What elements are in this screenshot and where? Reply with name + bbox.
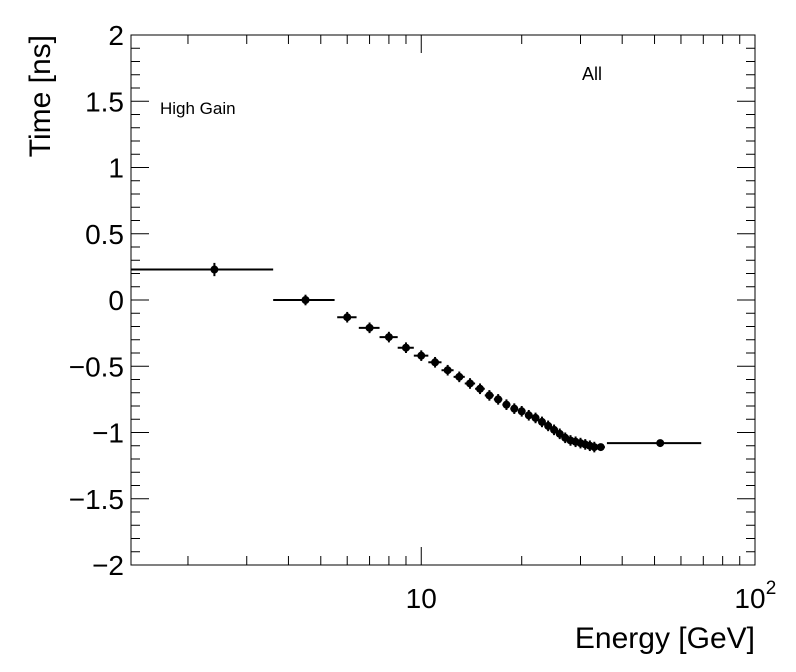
data-point — [590, 441, 599, 453]
y-tick-label: 0 — [108, 285, 124, 316]
data-point — [337, 311, 357, 323]
data-point — [524, 409, 533, 421]
data-point — [537, 416, 546, 428]
y-tick-label: 2 — [108, 20, 124, 51]
y-tick-label: 1 — [108, 153, 124, 184]
data-point — [502, 399, 511, 410]
marker — [365, 323, 374, 332]
data-point — [517, 406, 526, 417]
y-tick-label: −0.5 — [69, 351, 124, 382]
data-point — [273, 294, 335, 306]
marker — [301, 296, 310, 304]
y-tick-labels: 2 1.5 1 0.5 0 −0.5 −1 −1.5 −2 — [69, 20, 124, 581]
annotation-all: All — [582, 64, 602, 84]
ticks-layer — [131, 34, 756, 566]
data-point — [484, 390, 494, 401]
x-tick-labels: 10 10 2 — [406, 578, 777, 614]
data-point — [441, 364, 454, 376]
marker — [466, 379, 475, 388]
marker — [656, 439, 665, 448]
data-point — [397, 342, 414, 353]
data-point — [606, 439, 702, 448]
marker — [502, 400, 511, 409]
x-tick-label: 10 — [734, 583, 765, 614]
marker — [417, 351, 426, 360]
x-axis-label: Energy [GeV] — [575, 622, 755, 655]
marker — [494, 395, 503, 404]
x-tick-label-exponent: 2 — [766, 578, 777, 599]
plot-frame — [130, 34, 756, 566]
marker — [524, 411, 533, 420]
data-point — [550, 424, 559, 436]
data-point — [475, 383, 485, 395]
marker — [476, 384, 485, 393]
data-point — [464, 378, 476, 389]
y-tick-label: 1.5 — [85, 86, 124, 117]
data-point — [453, 371, 465, 383]
data-point — [544, 420, 553, 432]
data-point — [131, 262, 274, 277]
marker — [537, 417, 546, 426]
data-point — [379, 331, 398, 343]
marker — [510, 404, 519, 413]
data-point — [428, 356, 442, 368]
marker — [384, 333, 393, 342]
marker — [343, 313, 352, 322]
marker — [590, 443, 599, 452]
y-tick-label: −2 — [92, 550, 124, 581]
marker — [401, 343, 410, 352]
data-point — [493, 394, 503, 405]
y-tick-label: −1.5 — [69, 484, 124, 515]
marker — [550, 425, 559, 434]
marker — [531, 413, 540, 422]
marker — [455, 372, 464, 381]
marker — [210, 265, 219, 274]
y-axis-label: Time [ns] — [24, 35, 57, 157]
data-point — [596, 443, 605, 452]
data-point — [510, 403, 519, 414]
y-tick-label: 0.5 — [85, 219, 124, 250]
marker — [485, 391, 494, 400]
y-tick-label: −1 — [92, 418, 124, 449]
marker — [517, 407, 526, 416]
annotation-high-gain: High Gain — [160, 99, 236, 118]
marker — [443, 366, 452, 375]
x-tick-label: 10 — [406, 583, 437, 614]
data-point — [358, 322, 380, 334]
data-point — [531, 412, 540, 424]
data-layer — [131, 262, 702, 453]
marker — [544, 421, 553, 430]
marker — [596, 443, 605, 452]
marker — [431, 358, 440, 367]
data-point — [413, 350, 429, 361]
